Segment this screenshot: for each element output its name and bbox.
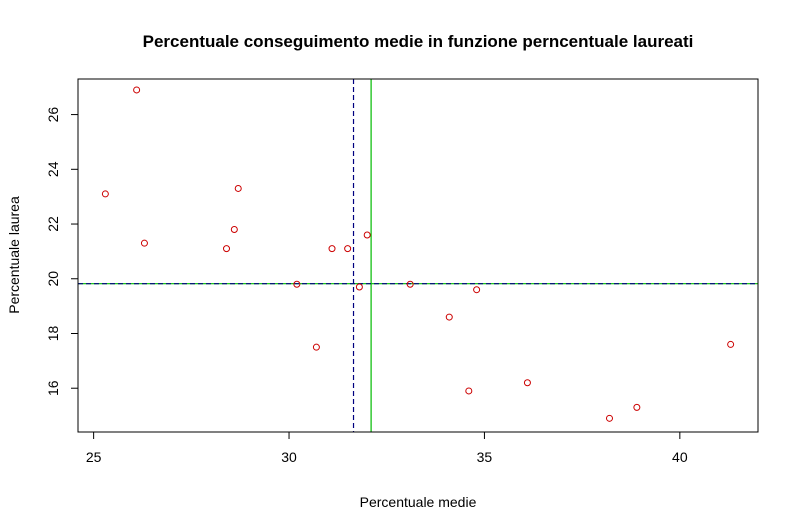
data-point-6 [293, 280, 301, 288]
x-tick-label-2: 35 [477, 449, 493, 465]
x-tick-label-3: 40 [672, 449, 688, 465]
data-point-19 [727, 340, 735, 348]
data-point-0 [101, 190, 109, 198]
data-points [101, 86, 735, 422]
data-point-11 [363, 231, 371, 239]
data-point-8 [328, 245, 336, 253]
y-tick-label-4: 24 [45, 161, 61, 177]
data-point-4 [230, 226, 238, 234]
reference-lines [78, 79, 758, 432]
data-point-15 [473, 286, 481, 294]
x-tick-label-1: 30 [281, 449, 297, 465]
data-point-14 [465, 387, 473, 395]
data-point-17 [605, 414, 613, 422]
y-tick-label-1: 18 [45, 325, 61, 341]
plot-frame [77, 78, 759, 433]
data-point-1 [133, 86, 141, 94]
data-point-2 [140, 239, 148, 247]
x-axis: 25 30 35 40 [86, 431, 688, 465]
data-point-12 [406, 280, 414, 288]
data-point-18 [633, 403, 641, 411]
x-axis-label: Percentuale medie [360, 494, 477, 510]
data-point-5 [234, 184, 242, 192]
y-tick-label-5: 26 [45, 107, 61, 123]
y-axis: 16 18 20 22 24 26 [45, 107, 79, 396]
data-point-10 [355, 283, 363, 291]
y-axis-label: Percentuale laurea [6, 196, 22, 314]
data-point-3 [223, 245, 231, 253]
y-tick-label-3: 22 [45, 216, 61, 232]
data-point-9 [344, 245, 352, 253]
chart-title: Percentuale conseguimento medie in funzi… [143, 32, 694, 51]
data-point-13 [445, 313, 453, 321]
data-point-7 [312, 343, 320, 351]
data-point-16 [523, 379, 531, 387]
y-tick-label-2: 20 [45, 271, 61, 287]
x-tick-label-0: 25 [86, 449, 102, 465]
y-tick-label-0: 16 [45, 380, 61, 396]
